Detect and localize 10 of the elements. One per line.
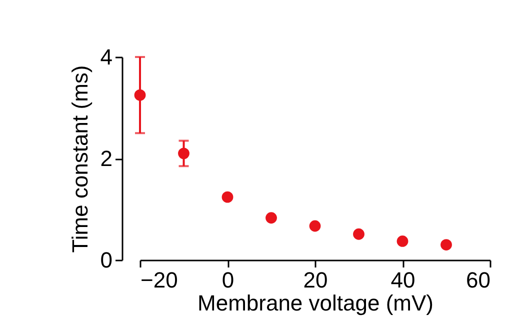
x-axis-title: Membrane voltage (mV) [198, 290, 434, 316]
x-tick-label: 20 [303, 268, 328, 292]
y-tick-label: 2 [100, 146, 112, 171]
x-tick-label: 0 [222, 268, 234, 292]
x-tick-label: 40 [390, 268, 416, 292]
x-tick-label: −20 [140, 268, 178, 292]
y-tick-label: 0 [100, 248, 112, 272]
x-tick-label: 60 [466, 268, 490, 292]
y-tick-label: 4 [100, 44, 112, 70]
y-axis-title: Time constant (ms) [67, 65, 92, 253]
